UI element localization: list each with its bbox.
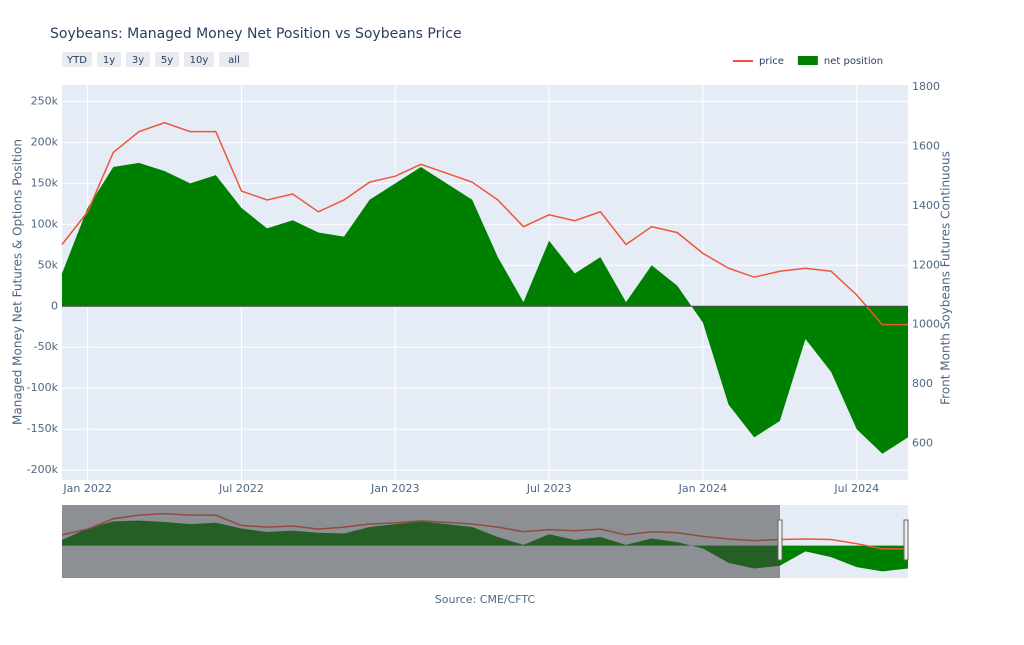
y-tick-label: 250k: [31, 94, 59, 107]
button-bg[interactable]: [126, 52, 150, 67]
button-bg[interactable]: [97, 52, 121, 67]
y-tick-label: 150k: [31, 176, 59, 189]
button-label[interactable]: 1y: [103, 55, 115, 66]
y-axis-title: Managed Money Net Futures & Options Posi…: [11, 139, 25, 425]
y-tick-label: -50k: [34, 340, 59, 353]
button-label[interactable]: all: [228, 55, 240, 66]
y-tick-label: 0: [51, 299, 58, 312]
range-handle[interactable]: [777, 519, 783, 561]
y2-axis-title: Front Month Soybeans Futures Continuous: [939, 151, 953, 405]
range-mask: [62, 505, 780, 578]
legend-swatch: [797, 56, 818, 65]
button-bg[interactable]: [155, 52, 179, 67]
y2-tick-label: 1800: [912, 80, 940, 93]
button-label[interactable]: 5y: [161, 55, 173, 66]
button-bg[interactable]: [184, 52, 214, 67]
y2-tick-label: 600: [912, 436, 933, 449]
y2-tick-label: 1200: [912, 258, 940, 271]
x-tick-label: Jul 2024: [833, 482, 879, 495]
y-tick-label: -150k: [27, 422, 59, 435]
y-tick-label: 50k: [38, 258, 59, 271]
y2-tick-label: 1400: [912, 199, 940, 212]
y2-tick-label: 800: [912, 377, 933, 390]
range-button[interactable]: 3y: [126, 52, 150, 67]
source: Source: CME/CFTC: [435, 593, 536, 606]
button-label[interactable]: YTD: [66, 55, 87, 66]
range-button[interactable]: 5y: [155, 52, 179, 67]
main-area: [62, 162, 908, 454]
y-tick-label: 200k: [31, 135, 59, 148]
button-bg[interactable]: [62, 52, 92, 67]
chart-title: Soybeans: Managed Money Net Position vs …: [50, 26, 462, 42]
y-tick-label: 100k: [31, 217, 59, 230]
main-line: [61, 121, 908, 326]
legend-label[interactable]: price: [759, 56, 784, 67]
range-button[interactable]: YTD: [62, 52, 92, 67]
y-tick-label: -200k: [27, 463, 59, 476]
x-tick-label: Jul 2022: [218, 482, 264, 495]
range-handle[interactable]: [903, 519, 909, 561]
x-tick-label: Jan 2022: [62, 482, 111, 495]
x-tick-label: Jan 2023: [370, 482, 419, 495]
button-label[interactable]: 3y: [132, 55, 144, 66]
y2-tick-label: 1000: [912, 318, 940, 331]
y-tick-label: -100k: [27, 381, 59, 394]
button-label[interactable]: 10y: [190, 55, 209, 66]
button-bg[interactable]: [219, 52, 249, 67]
range-button[interactable]: 1y: [97, 52, 121, 67]
y2-tick-label: 1600: [912, 139, 940, 152]
legend-label[interactable]: net position: [824, 56, 883, 67]
x-tick-label: Jul 2023: [526, 482, 572, 495]
range-button[interactable]: all: [219, 52, 249, 67]
range-button[interactable]: 10y: [184, 52, 214, 67]
x-tick-label: Jan 2024: [678, 482, 727, 495]
